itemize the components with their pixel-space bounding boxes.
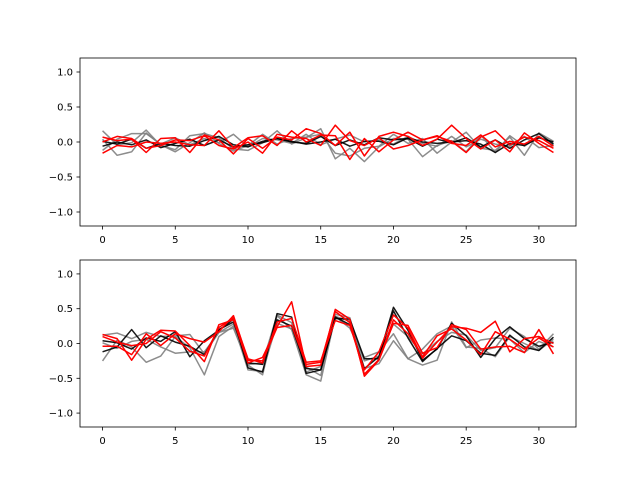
x-tick-label: 15 [314,436,327,447]
x-tick-label: 20 [387,235,400,246]
x-tick-label: 30 [533,436,546,447]
series-line-7 [102,130,554,161]
top-subplot: 0 5 10 15 20 25 30 −1.0 −0.5 0.0 0.5 1.0 [49,57,577,246]
x-tick-label: 20 [387,436,400,447]
y-tick-label: 0.0 [57,339,73,350]
x-tick-label: 0 [99,436,105,447]
x-tick-label: 5 [172,436,178,447]
bottom-subplot: 0 5 10 15 20 25 30 −1.0 −0.5 0.0 0.5 1.0 [49,259,577,447]
series-line-6 [102,314,554,371]
y-tick-label: −1.0 [49,409,73,420]
x-tick-label: 0 [99,235,105,246]
y-tick-label: −0.5 [49,374,73,385]
y-tick-label: 0.5 [57,103,73,114]
series-line-7 [102,310,554,375]
x-tick-label: 10 [242,436,255,447]
y-tick-label: 0.0 [57,138,73,149]
series-line-4 [102,135,554,154]
y-tick-label: −1.0 [49,208,73,219]
x-tick-label: 5 [172,235,178,246]
y-tick-label: 0.5 [57,304,73,315]
x-tick-label: 15 [314,235,327,246]
x-tick-label: 25 [460,235,473,246]
y-tick-label: 1.0 [57,269,73,280]
x-tick-label: 30 [533,235,546,246]
y-tick-label: −0.5 [49,173,73,184]
x-tick-label: 10 [242,235,255,246]
x-tick-label: 25 [460,436,473,447]
y-tick-label: 1.0 [57,68,73,79]
